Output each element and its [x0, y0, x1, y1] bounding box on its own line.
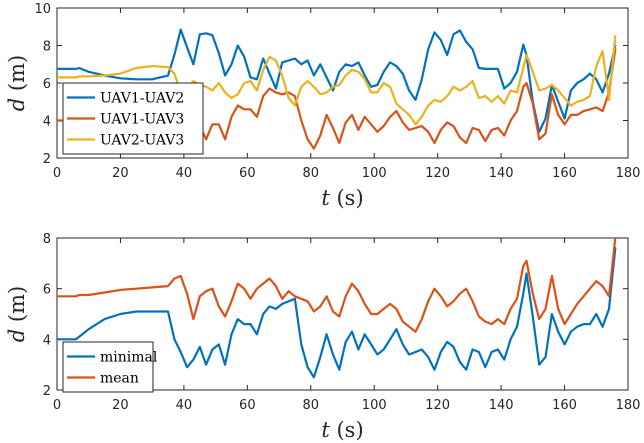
y-tick-label: 6 [43, 77, 51, 92]
x-tick-label: 80 [303, 166, 320, 181]
x-axis-label: t (s) [321, 418, 363, 442]
x-axis-label: t (s) [321, 186, 363, 210]
x-tick-label: 160 [552, 398, 577, 413]
y-tick-label: 10 [34, 2, 51, 17]
series-group [57, 238, 617, 379]
x-tick-label: 60 [239, 398, 256, 413]
series-line-uav1-uav2 [57, 28, 617, 133]
y-axis-variable: d [5, 91, 29, 111]
chart-top: 0 20 40 60 80 100 120 140 160 180 2 4 6 8 10 t (s) d (m)… [5, 2, 640, 210]
legend-label: UAV2-UAV3 [100, 133, 184, 149]
legend-label: mean [100, 371, 139, 387]
x-axis-variable: t [321, 186, 336, 210]
x-tick-label: 120 [425, 398, 450, 413]
x-tick-label: 60 [239, 166, 256, 181]
x-tick-label: 40 [176, 166, 193, 181]
y-tick-label: 6 [43, 283, 51, 298]
y-axis-variable: d [5, 322, 29, 342]
y-tick-label: 8 [43, 40, 51, 55]
legend-label: UAV1-UAV3 [100, 112, 184, 128]
x-tick-label: 180 [616, 166, 641, 181]
legend-label: minimal [100, 350, 158, 366]
x-tick-label: 140 [489, 166, 514, 181]
series-line-mean [57, 238, 617, 333]
y-tick-label: 2 [43, 152, 51, 167]
legend-label: UAV1-UAV2 [100, 91, 184, 107]
x-tick-label: 80 [303, 398, 320, 413]
x-tick-label: 20 [112, 398, 129, 413]
y-tick-label: 2 [43, 384, 51, 399]
x-tick-label: 120 [425, 166, 450, 181]
y-axis-unit: (m) [5, 55, 29, 91]
y-tick-label: 4 [43, 333, 51, 348]
chart-bottom: 0 20 40 60 80 100 120 140 160 180 2 4 6 8 t (s) d (m) mi… [5, 232, 640, 442]
x-tick-label: 180 [616, 398, 641, 413]
x-tick-label: 20 [112, 166, 129, 181]
x-axis-variable: t [321, 418, 336, 442]
y-tick-label: 4 [43, 115, 51, 130]
y-axis-unit: (m) [5, 286, 29, 322]
legend-box [62, 341, 154, 393]
y-axis-label: d (m) [5, 286, 29, 342]
x-tick-label: 140 [489, 398, 514, 413]
x-tick-label: 100 [362, 398, 387, 413]
x-tick-label: 160 [552, 166, 577, 181]
x-tick-label: 0 [53, 398, 61, 413]
x-tick-label: 40 [176, 398, 193, 413]
x-axis-unit: (s) [336, 418, 363, 442]
series-line-minimal [57, 247, 617, 379]
x-tick-label: 0 [53, 166, 61, 181]
y-axis-label: d (m) [5, 55, 29, 111]
x-tick-label: 100 [362, 166, 387, 181]
y-tick-label: 8 [43, 232, 51, 247]
x-axis-unit: (s) [336, 186, 363, 210]
plot-area-frame [56, 237, 629, 391]
